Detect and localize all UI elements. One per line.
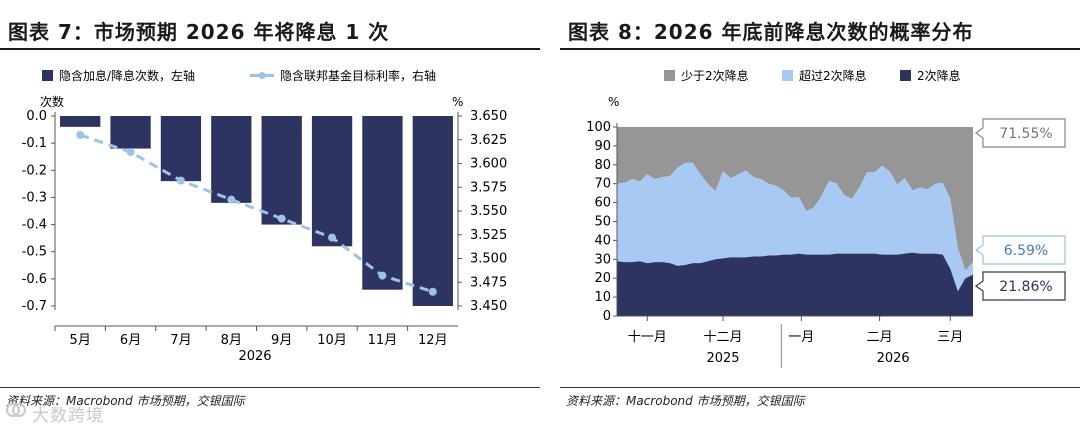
y-tick-label: 30: [594, 252, 611, 267]
x-tick-label: 一月: [788, 330, 814, 345]
right-tick-label: 3.475: [470, 275, 507, 290]
left-tick-label: -0.3: [22, 190, 47, 205]
right-panel: 图表 8：2026 年底前降息次数的概率分布 少于2次降息 超过2次降息 2次降…: [560, 0, 1080, 434]
y-tick-label: 0: [603, 309, 611, 324]
left-panel: 图表 7：市场预期 2026 年将降息 1 次 隐含加息/降息次数，左轴 隐含联…: [0, 20, 540, 426]
source-rule: [0, 387, 540, 388]
rate-point: [126, 148, 135, 157]
source-note: 资料来源：Macrobond 市场预期，交银国际: [566, 394, 805, 408]
rate-point: [328, 233, 337, 242]
area-more-than-2: [617, 162, 973, 292]
right-tick-label: 3.600: [470, 157, 507, 172]
x-tick-label: 12月: [418, 333, 448, 348]
callout-label: 71.55%: [999, 126, 1052, 142]
x-tick-label: 11月: [368, 333, 398, 348]
y-tick-label: 50: [594, 215, 611, 230]
right-tick-label: 3.525: [470, 228, 507, 243]
x-tick-label: 6月: [120, 333, 141, 348]
rate-point: [227, 195, 236, 204]
bar: [60, 116, 101, 127]
legend-line-marker: [258, 72, 266, 79]
right-tick-label: 3.550: [470, 204, 507, 219]
legend-two-label: 2次降息: [917, 68, 961, 83]
x-tick-label: 十二月: [704, 330, 743, 345]
left-tick-label: -0.7: [22, 299, 47, 314]
x-tick-label: 9月: [271, 333, 292, 348]
legend-more-label: 超过2次降息: [799, 68, 867, 83]
legend-less-swatch: [664, 70, 675, 81]
left-tick-label: 0.0: [26, 109, 47, 124]
x-year-label: 2025: [706, 351, 739, 366]
callout-box: [974, 235, 1066, 265]
area-less-than-2: [617, 127, 973, 271]
y-tick-label: 60: [594, 196, 611, 211]
bar: [110, 116, 151, 149]
legend-two-swatch: [900, 70, 911, 81]
rate-line: [79, 133, 434, 294]
rate-point: [176, 176, 185, 185]
source-rule: [560, 387, 1080, 388]
callout-label: 6.59%: [1004, 243, 1048, 259]
callout-label: 21.86%: [999, 279, 1052, 295]
right-tick-label: 3.575: [470, 180, 507, 195]
legend-line-label: 隐含联邦基金目标利率，右轴: [280, 68, 436, 83]
right-tick-label: 3.450: [470, 299, 507, 314]
left-tick-label: -0.4: [22, 218, 47, 233]
y-axis-unit: %: [608, 95, 619, 109]
right-tick-label: 3.625: [470, 133, 507, 148]
y-tick-label: 90: [594, 139, 611, 154]
x-tick-label: 8月: [221, 333, 242, 348]
legend-bar-swatch: [42, 70, 53, 81]
legend-less-label: 少于2次降息: [681, 68, 749, 83]
y-tick-label: 70: [594, 177, 611, 192]
bar: [211, 116, 252, 203]
left-tick-label: -0.5: [22, 245, 47, 260]
title-rule: [560, 48, 1080, 50]
rate-point: [277, 214, 286, 223]
right-tick-label: 3.650: [470, 109, 507, 124]
left-tick-label: -0.6: [22, 272, 47, 287]
rate-point: [428, 287, 437, 296]
x-tick-label: 三月: [937, 330, 963, 345]
callout-box: [974, 271, 1066, 301]
legend-more-swatch: [782, 70, 793, 81]
right-axis-unit: %: [452, 95, 463, 109]
x-year-label: 2026: [877, 351, 910, 366]
chart-7-plot: 0.0 -0.1 -0.2 -0.3 -0.4 -0.5 -0.6 -0.7 3.650 3.62…: [22, 109, 508, 348]
bar: [311, 116, 353, 247]
source-note: 资料来源：Macrobond 市场预期，交银国际: [6, 394, 245, 408]
right-tick-label: 3.500: [470, 252, 507, 267]
bar: [160, 116, 202, 182]
x-tick-label: 10月: [317, 333, 347, 348]
left-tick-label: -0.1: [22, 136, 47, 151]
y-tick-label: 80: [594, 158, 611, 173]
y-tick-label: 100: [586, 120, 611, 135]
bar: [412, 116, 453, 306]
title-rule: [0, 48, 540, 50]
bar: [362, 116, 403, 290]
x-tick-label: 十一月: [628, 330, 667, 345]
legend-bar-label: 隐含加息/降息次数，左轴: [59, 68, 195, 83]
x-tick-label: 7月: [170, 333, 191, 348]
left-axis-unit: 次数: [40, 94, 64, 109]
y-tick-label: 10: [594, 290, 611, 305]
area-two-cuts: [617, 252, 973, 316]
left-tick-label: -0.2: [22, 163, 47, 178]
chart-8-title: 图表 8：2026 年底前降息次数的概率分布: [568, 20, 974, 44]
rate-point: [378, 271, 387, 280]
chart-8-plot: 0 10 20 30 40 50 60 70 80 90 100 十一月 十二月 一月 二月 三月 2025 20…: [586, 118, 1066, 368]
year-label: 2026: [238, 349, 271, 364]
bar: [261, 116, 302, 225]
x-tick-label: 二月: [867, 330, 893, 345]
y-tick-label: 40: [594, 233, 611, 248]
callout-box: [974, 118, 1066, 148]
watermark-logo-icon: [6, 403, 26, 417]
chart-8-canvas: 少于2次降息 超过2次降息 2次降息 % 0 10 20 30 40 50 60 70 80 90…: [586, 68, 1066, 368]
watermark: 大数跨境: [32, 406, 104, 426]
chart-7-title: 图表 7：市场预期 2026 年将降息 1 次: [8, 20, 390, 44]
y-tick-label: 20: [594, 271, 611, 286]
chart-7-canvas: 隐含加息/降息次数，左轴 隐含联邦基金目标利率，右轴 次数 % 0.0 -0.1 -…: [22, 68, 508, 364]
rate-point: [76, 131, 85, 139]
x-tick-label: 5月: [70, 333, 91, 348]
